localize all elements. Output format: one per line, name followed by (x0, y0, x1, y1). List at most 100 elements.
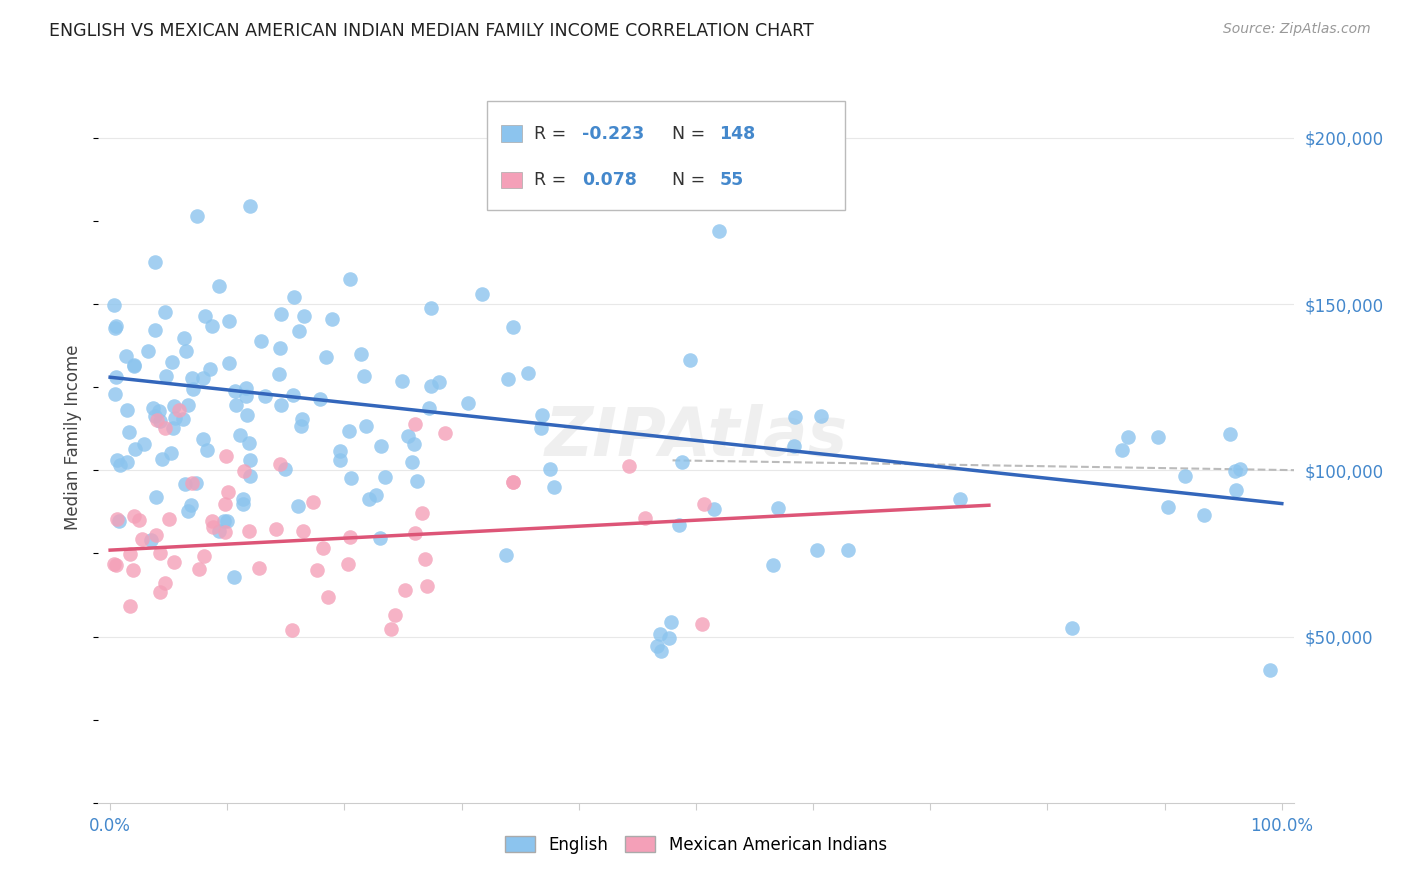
Point (157, 512, 180, 526)
Point (163, 555, 186, 569)
Point (650, 644, 672, 658)
Point (180, 498, 202, 512)
Point (269, 341, 291, 355)
Point (114, 349, 136, 363)
Point (657, 631, 679, 645)
Point (145, 490, 167, 504)
Point (274, 461, 297, 475)
Text: -0.223: -0.223 (582, 125, 644, 143)
Point (1111, 443, 1133, 458)
Point (1116, 430, 1139, 444)
Point (131, 533, 153, 547)
Point (427, 376, 450, 390)
Point (215, 514, 238, 528)
Point (181, 475, 204, 490)
Point (218, 356, 240, 370)
Point (292, 524, 315, 538)
Point (703, 501, 725, 516)
Point (659, 615, 682, 629)
Point (292, 309, 315, 323)
Point (530, 421, 553, 435)
Point (288, 324, 311, 338)
Point (283, 290, 305, 304)
Point (354, 419, 377, 434)
Point (413, 552, 436, 566)
Point (200, 514, 222, 528)
Point (188, 562, 211, 576)
Point (434, 425, 457, 440)
Y-axis label: Median Family Income: Median Family Income (65, 344, 83, 530)
Point (149, 414, 172, 428)
Point (110, 458, 132, 472)
Point (186, 209, 208, 223)
Point (238, 435, 260, 450)
Point (337, 557, 360, 571)
Point (236, 408, 259, 422)
Point (1229, 462, 1251, 476)
Point (118, 547, 141, 561)
Point (208, 524, 231, 539)
Text: Source: ZipAtlas.com: Source: ZipAtlas.com (1223, 22, 1371, 37)
Point (104, 369, 127, 384)
Point (155, 576, 177, 591)
Point (668, 517, 690, 532)
Point (693, 497, 716, 511)
Point (143, 255, 166, 269)
Point (353, 368, 375, 383)
Point (530, 409, 553, 423)
Point (1258, 663, 1281, 677)
Point (1225, 483, 1247, 497)
Point (193, 371, 215, 385)
Point (806, 542, 828, 557)
Point (339, 530, 361, 544)
Point (143, 323, 166, 337)
Point (402, 436, 425, 450)
Point (418, 401, 440, 415)
Point (311, 541, 333, 556)
Text: N =: N = (672, 125, 710, 143)
Point (239, 469, 262, 483)
Point (167, 403, 190, 417)
Point (309, 392, 332, 407)
Point (115, 455, 138, 469)
Point (406, 474, 429, 488)
Point (617, 458, 640, 473)
Point (517, 366, 540, 380)
Point (1173, 469, 1195, 483)
Text: 0.078: 0.078 (582, 170, 637, 188)
Point (350, 347, 373, 361)
Point (149, 546, 172, 560)
Point (416, 579, 439, 593)
Point (368, 531, 391, 545)
Point (287, 499, 309, 513)
Point (115, 402, 138, 417)
Point (118, 425, 141, 439)
Point (370, 439, 392, 453)
Point (124, 442, 146, 456)
Point (364, 488, 387, 502)
Point (305, 563, 328, 577)
Legend: English, Mexican American Indians: English, Mexican American Indians (499, 829, 893, 860)
Point (264, 522, 287, 536)
Text: N =: N = (672, 170, 710, 188)
Text: 55: 55 (720, 170, 744, 188)
Point (302, 495, 325, 509)
Text: R =: R = (534, 170, 572, 188)
Point (340, 471, 363, 485)
Point (391, 374, 413, 388)
Point (290, 419, 312, 434)
Point (155, 369, 177, 384)
Point (180, 371, 202, 385)
Point (139, 533, 162, 547)
Point (103, 298, 125, 312)
Point (766, 500, 789, 515)
Point (339, 424, 361, 438)
FancyBboxPatch shape (501, 171, 522, 187)
FancyBboxPatch shape (501, 126, 522, 142)
Point (108, 514, 131, 528)
Point (214, 497, 236, 511)
Point (235, 389, 257, 403)
Point (671, 455, 693, 469)
Point (281, 388, 304, 402)
Point (374, 469, 396, 483)
